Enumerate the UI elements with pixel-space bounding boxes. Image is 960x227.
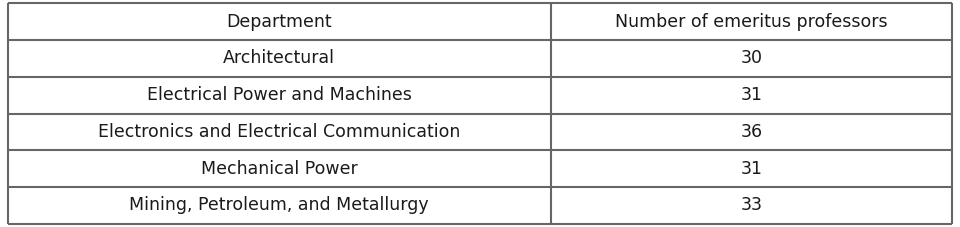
Text: 36: 36 [740,123,762,141]
Text: 31: 31 [740,86,762,104]
Text: Mechanical Power: Mechanical Power [201,160,358,178]
Text: Electronics and Electrical Communication: Electronics and Electrical Communication [98,123,461,141]
Text: Architectural: Architectural [224,49,335,67]
Text: 30: 30 [740,49,762,67]
Text: Department: Department [227,13,332,31]
Text: 33: 33 [740,196,762,214]
Text: Electrical Power and Machines: Electrical Power and Machines [147,86,412,104]
Text: Number of emeritus professors: Number of emeritus professors [615,13,888,31]
Text: Mining, Petroleum, and Metallurgy: Mining, Petroleum, and Metallurgy [130,196,429,214]
Text: 31: 31 [740,160,762,178]
